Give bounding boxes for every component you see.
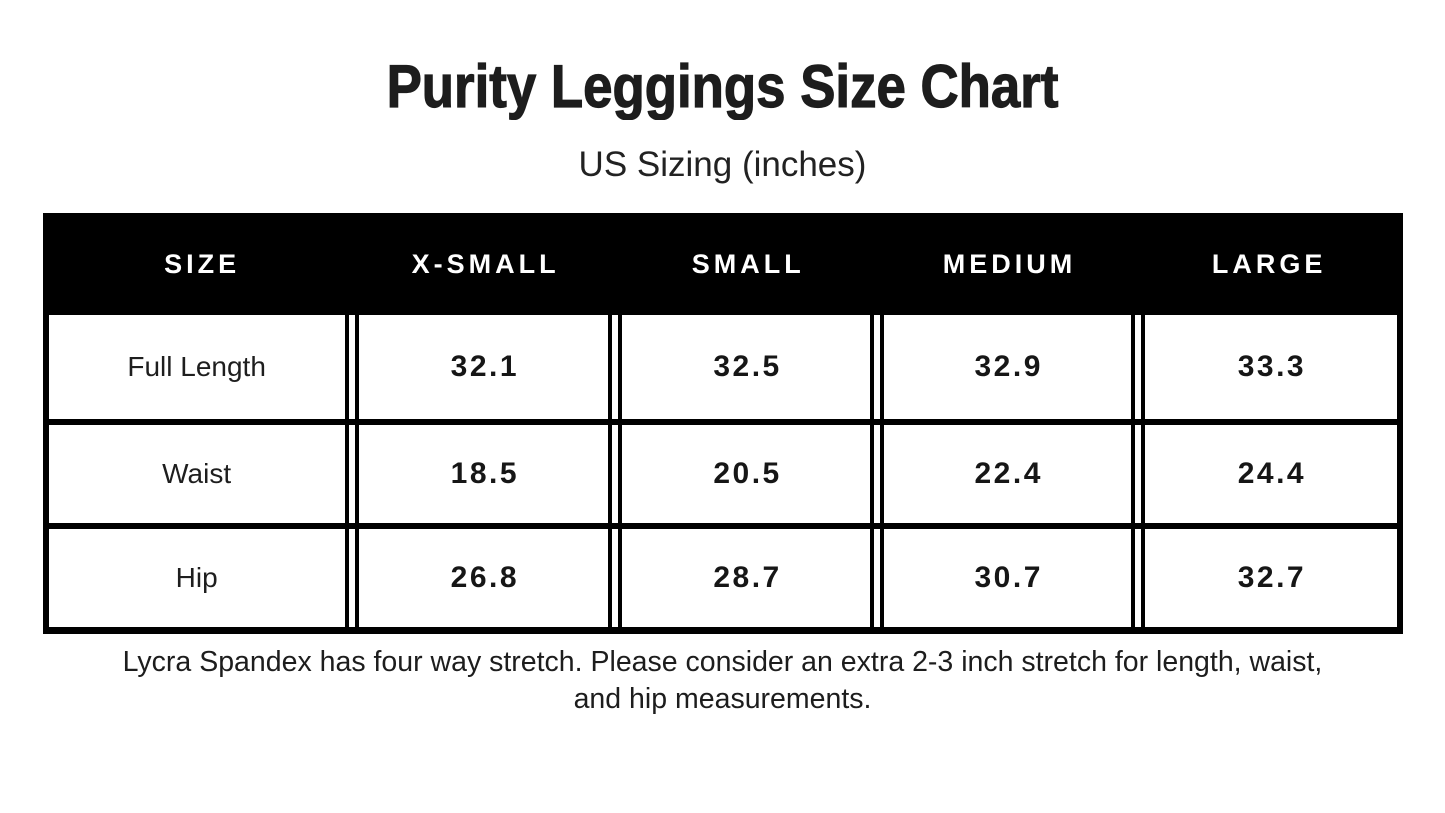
header-cell-large: LARGE (1211, 248, 1327, 279)
cell-waist-xsmall: 18.5 (354, 425, 613, 523)
cell-hip-small: 28.7 (618, 529, 875, 627)
cell-full-length-xsmall: 32.1 (354, 315, 613, 419)
stretch-note-line-2: and hip measurements. (573, 683, 872, 715)
stretch-note-line-1: Lycra Spandex has four way stretch. Plea… (122, 646, 1323, 678)
cell-hip-large: 32.7 (1140, 529, 1397, 627)
cell-hip-xsmall: 26.8 (354, 529, 613, 627)
header-cell-small: SMALL (691, 248, 805, 279)
row-label-hip: Hip (49, 529, 349, 627)
cell-waist-small: 20.5 (618, 425, 875, 523)
cell-hip-medium: 30.7 (880, 529, 1135, 627)
row-label-full-length: Full Length (49, 315, 349, 419)
stretch-note: Lycra Spandex has four way stretch. Plea… (43, 644, 1403, 718)
cell-waist-large: 24.4 (1140, 425, 1397, 523)
page-title: Purity Leggings Size Chart (386, 53, 1059, 120)
table-row-full-length: Full Length 32.1 32.5 32.9 33.3 (48, 315, 1397, 419)
table-row-hip: Hip 26.8 28.7 30.7 32.7 (48, 523, 1397, 627)
row-label-waist: Waist (49, 425, 349, 523)
cell-full-length-small: 32.5 (618, 315, 875, 419)
cell-waist-medium: 22.4 (880, 425, 1135, 523)
cell-full-length-large: 33.3 (1140, 315, 1397, 419)
header-cell-xsmall: X-SMALL (411, 248, 560, 279)
table-row-waist: Waist 18.5 20.5 22.4 24.4 (48, 419, 1397, 523)
table-body: Full Length 32.1 32.5 32.9 33.3 Waist 18… (48, 315, 1397, 627)
cell-full-length-medium: 32.9 (880, 315, 1135, 419)
size-chart-table: SIZE X-SMALL SMALL MEDIUM LARGE Full Len… (42, 213, 1403, 634)
header-cell-medium: MEDIUM (942, 248, 1077, 279)
header-cell-size: SIZE (164, 248, 241, 279)
page-subtitle: US Sizing (inches) (578, 145, 867, 184)
table-header-row: SIZE X-SMALL SMALL MEDIUM LARGE (48, 213, 1397, 315)
